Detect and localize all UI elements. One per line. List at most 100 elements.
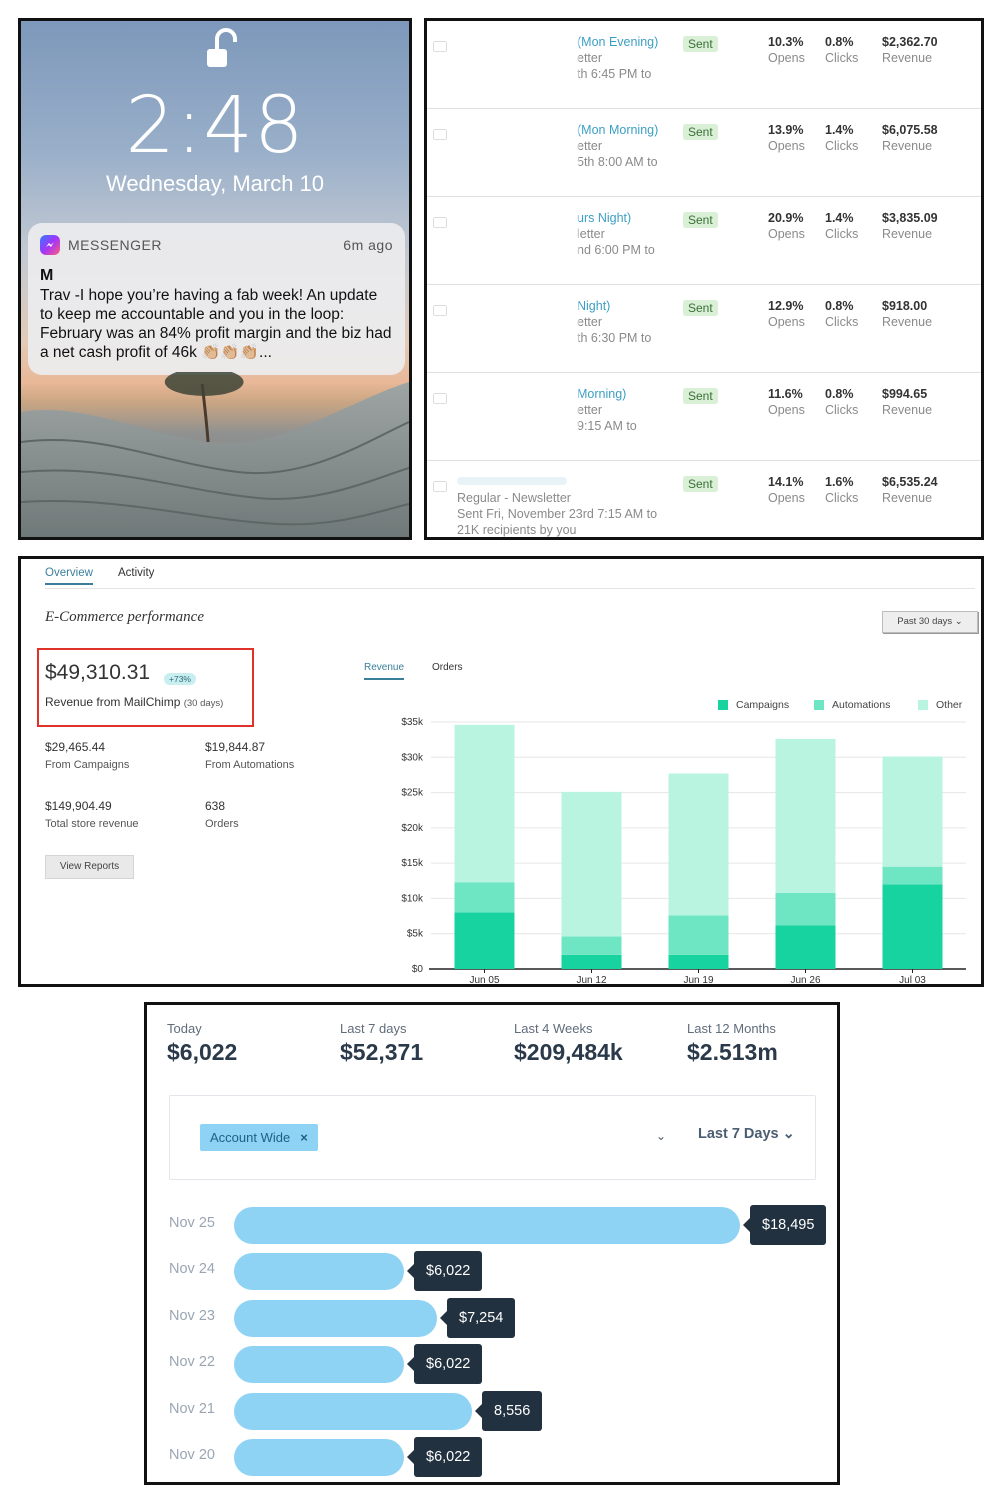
bar-segment-automations: [561, 936, 622, 955]
bar-segment-automations: [775, 892, 836, 926]
campaign-title[interactable]: urs Night): [577, 211, 632, 225]
daily-revenue-row[interactable]: Nov 25 $18,495: [147, 1205, 837, 1245]
daily-revenue-row[interactable]: Nov 23 $7,254: [147, 1297, 837, 1338]
envelope-icon: [433, 305, 447, 316]
daily-revenue-row[interactable]: Nov 22 $6,022: [147, 1344, 837, 1385]
revenue-bar[interactable]: [234, 1346, 404, 1384]
bar-segment-automations: [882, 866, 943, 885]
x-tick-label: Jun 12: [576, 975, 606, 986]
revenue-stat: $918.00 Revenue: [882, 299, 933, 329]
envelope-icon: [433, 481, 447, 492]
bar-segment-campaigns: [561, 954, 622, 969]
clicks-stat: 1.6% Clicks: [825, 475, 859, 505]
revenue-dashboard: Today $6,022 Last 7 days $52,371 Last 4 We…: [144, 1002, 840, 1485]
opens-stat: 12.9% Opens: [768, 299, 805, 329]
opens-stat: 20.9% Opens: [768, 211, 805, 241]
chart-tab-revenue[interactable]: Revenue: [364, 662, 405, 680]
date-label: Nov 22: [169, 1354, 215, 1371]
daily-revenue-row[interactable]: Nov 21 8,556: [147, 1390, 837, 1431]
envelope-icon: [433, 129, 447, 140]
chevron-down-icon[interactable]: ⌄: [656, 1129, 667, 1143]
tab-overview[interactable]: Overview: [45, 567, 93, 585]
tab-activity[interactable]: Activity: [118, 567, 155, 579]
y-tick-label: $10k: [401, 893, 424, 904]
campaign-row[interactable]: urs Night) letter nd 6:00 PM to Sent 20.…: [427, 197, 981, 285]
chart-tab-orders[interactable]: Orders: [432, 662, 463, 673]
opens-stat: 14.1% Opens: [768, 475, 805, 505]
revenue-stat: $2,362.70 Revenue: [882, 35, 938, 65]
notification-sender: M: [40, 267, 54, 284]
date-label: Nov 25: [169, 1215, 215, 1231]
campaign-row[interactable]: Night) etter th 6:30 PM to Sent 12.9% Ope…: [427, 285, 981, 373]
x-tick-label: Jun 19: [683, 975, 713, 986]
legend-other: Other: [918, 699, 962, 711]
campaign-title[interactable]: (Mon Evening): [577, 35, 659, 49]
messenger-notification[interactable]: MESSENGER 6m ago M Trav -I hope you’re h…: [28, 223, 405, 375]
y-tick-label: $20k: [401, 823, 424, 834]
envelope-icon: [433, 217, 447, 228]
revenue-bar[interactable]: [234, 1392, 472, 1430]
rock-landscape-wallpaper: [21, 372, 409, 537]
daily-revenue-row[interactable]: Nov 24 $6,022: [147, 1251, 837, 1292]
notification-app-name: MESSENGER: [68, 237, 162, 253]
campaign-sent-date: Sent Fri, November 23rd 7:15 AM to: [457, 507, 658, 521]
campaign-type: etter: [577, 139, 603, 153]
value-tooltip: 8,556: [474, 1390, 543, 1431]
campaign-title[interactable]: Night): [577, 299, 611, 313]
unlocked-padlock-icon: [207, 28, 237, 67]
x-tick-label: Jul 03: [899, 975, 926, 986]
daily-revenue-row[interactable]: Nov 20 $6,022: [147, 1437, 837, 1477]
account-wide-chip[interactable]: Account Wide ×: [200, 1124, 318, 1151]
view-reports-button[interactable]: View Reports: [45, 855, 134, 879]
revenue-stat: $994.65 Revenue: [882, 387, 933, 417]
legend-swatch: [918, 700, 928, 710]
opens-stat: 13.9% Opens: [768, 123, 805, 153]
messenger-icon: [40, 235, 60, 255]
campaign-sent-date: th 6:30 PM to: [577, 331, 652, 345]
revenue-bar[interactable]: [234, 1439, 404, 1476]
date-range-dropdown[interactable]: Past 30 days ⌄: [882, 611, 978, 633]
highlight-box: [37, 648, 254, 727]
legend-swatch: [814, 700, 824, 710]
ecommerce-performance-panel: Overview Activity E-Commerce performance…: [18, 556, 984, 987]
email-campaigns-list: (Mon Evening) etter th 6:45 PM to Sent 1…: [424, 18, 984, 540]
revenue-bar[interactable]: [234, 1253, 404, 1291]
kpi-campaigns: $29,465.44 From Campaigns: [45, 740, 130, 771]
campaign-title[interactable]: (Mon Morning): [577, 123, 659, 137]
bar-segment-other: [454, 724, 515, 883]
campaign-row[interactable]: Morning) etter 9:15 AM to Sent 11.6% Open…: [427, 373, 981, 461]
filter-bar: Account Wide × ⌄ Last 7 Days ⌄: [169, 1095, 816, 1180]
kpi-total-store-revenue: $149,904.49 Total store revenue: [45, 799, 139, 830]
bar-segment-other: [668, 773, 729, 916]
legend-automations: Automations: [814, 699, 890, 711]
bar-segment-campaigns: [882, 884, 943, 969]
campaign-type: Regular - Newsletter: [457, 491, 571, 505]
campaign-sent-date: 9:15 AM to: [577, 419, 637, 433]
campaign-row[interactable]: Regular - Newsletter Sent Fri, November …: [427, 461, 981, 537]
close-icon[interactable]: ×: [300, 1130, 308, 1145]
clicks-stat: 0.8% Clicks: [825, 35, 859, 65]
bar-segment-other: [882, 756, 943, 867]
stat-last-12-months: Last 12 Months $2.513m: [687, 1021, 778, 1065]
status-badge: Sent: [683, 476, 718, 492]
value-tooltip: $7,254: [439, 1297, 516, 1338]
campaign-row[interactable]: (Mon Evening) etter th 6:45 PM to Sent 1…: [427, 21, 981, 109]
x-tick-label: Jun 05: [469, 975, 499, 986]
legend-swatch: [718, 700, 728, 710]
legend-campaigns: Campaigns: [718, 699, 789, 711]
y-tick-label: $35k: [401, 717, 424, 728]
lock-screen-screenshot: 2:48 Wednesday, March 10 MESSENGER 6m ag…: [18, 18, 412, 540]
kpi-orders: 638 Orders: [205, 799, 239, 830]
lock-date: Wednesday, March 10: [105, 171, 325, 196]
campaign-type: etter: [577, 403, 603, 417]
value-tooltip: $18,495: [742, 1205, 827, 1245]
period-dropdown[interactable]: Last 7 Days ⌄: [698, 1126, 795, 1142]
campaign-row[interactable]: (Mon Morning) etter 5th 8:00 AM to Sent …: [427, 109, 981, 197]
bar-segment-campaigns: [775, 925, 836, 969]
revenue-bar[interactable]: [234, 1207, 740, 1244]
campaign-title[interactable]: Morning): [577, 387, 627, 401]
clicks-stat: 0.8% Clicks: [825, 299, 859, 329]
revenue-bar[interactable]: [234, 1299, 437, 1337]
redaction-blur: [457, 207, 579, 275]
value-tooltip: $6,022: [406, 1251, 483, 1292]
